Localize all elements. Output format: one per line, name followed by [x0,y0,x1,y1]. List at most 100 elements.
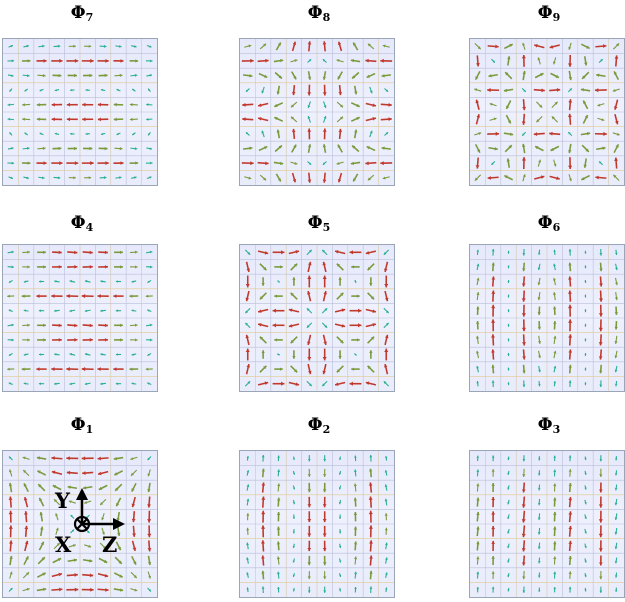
field-arrow [553,455,557,462]
field-arrow [276,353,281,356]
field-arrow [323,101,327,109]
field-arrow [81,456,94,461]
field-arrow [365,323,377,328]
field-arrow [336,161,344,165]
field-arrow [521,540,526,552]
field-arrow [84,309,91,313]
field-arrow [82,264,93,269]
vector-field-plot [240,39,394,185]
field-arrow [244,307,251,314]
field-arrow [383,249,390,256]
field-arrow [66,294,79,299]
field-arrow [290,101,298,108]
field-arrow [491,349,495,360]
field-arrow [567,54,573,67]
field-arrow [553,263,556,271]
field-arrow [584,265,587,269]
field-arrow [290,161,298,165]
field-arrow [337,71,343,80]
field-arrow [38,382,45,385]
field-arrow [129,117,138,121]
field-arrow [82,337,93,342]
field-arrow [584,514,587,520]
field-arrow [145,161,153,165]
field-arrow [552,292,557,301]
field-arrow [584,338,587,342]
field-arrow [384,527,388,535]
field-arrow [8,382,13,386]
field-arrow [130,323,138,327]
field-arrow [568,364,572,374]
field-arrow [276,85,281,95]
field-arrow [507,309,510,313]
field-arrow [336,336,344,344]
field-arrow [38,44,45,48]
field-arrow [384,334,389,346]
field-arrow [21,294,31,298]
field-arrow [369,130,373,138]
field-arrow [273,58,284,63]
field-arrow [613,143,620,154]
field-arrow [552,57,557,65]
field-arrow [116,511,120,522]
field-arrow [567,87,573,93]
field-arrow [291,144,297,153]
field-arrow [323,455,327,462]
field-arrow [354,353,357,356]
field-arrow [277,455,280,462]
field-arrow [584,367,587,371]
field-arrow [113,102,124,107]
field-arrow [81,294,94,299]
field-arrow [598,334,603,346]
field-arrow [476,55,480,67]
field-arrow [291,41,297,52]
field-arrow [354,586,357,593]
field-arrow [38,309,45,312]
field-arrow [23,353,29,356]
field-arrow [507,250,510,254]
field-arrow [130,588,138,592]
field-arrow [368,525,373,538]
field-arrow [131,45,137,48]
field-arrow [9,132,13,136]
field-arrow [97,456,109,461]
field-arrow [581,71,590,80]
field-arrow [476,263,480,271]
field-arrow [7,338,14,342]
field-arrow [307,468,311,477]
field-arrow [549,175,560,181]
field-arrow [259,263,267,271]
field-arrow [351,144,360,153]
field-arrow [307,275,312,288]
field-arrow [553,321,557,330]
vector-field-plot [3,245,157,391]
field-arrow [36,470,47,476]
field-arrow [274,338,283,342]
field-arrow [82,102,94,107]
field-arrow [598,349,603,360]
field-arrow [568,70,573,81]
field-arrow [245,275,250,288]
field-arrow [36,587,47,592]
field-arrow [82,323,93,328]
field-arrow [261,555,265,566]
field-arrow [291,84,296,96]
field-arrow [584,352,587,357]
field-arrow [114,73,123,78]
field-arrow [129,161,139,165]
field-arrow [339,573,342,578]
field-arrow [67,485,78,490]
field-arrow [115,382,122,385]
field-arrow [323,115,327,123]
field-arrow [261,482,266,493]
field-arrow [584,485,587,490]
field-arrow [614,321,618,330]
field-panel-phi1 [2,450,158,598]
field-arrow [584,528,587,534]
field-arrow [8,469,13,477]
field-arrow [114,323,123,327]
field-arrow [114,146,123,151]
field-arrow [553,556,557,565]
field-arrow [22,265,30,269]
field-arrow [307,363,312,375]
